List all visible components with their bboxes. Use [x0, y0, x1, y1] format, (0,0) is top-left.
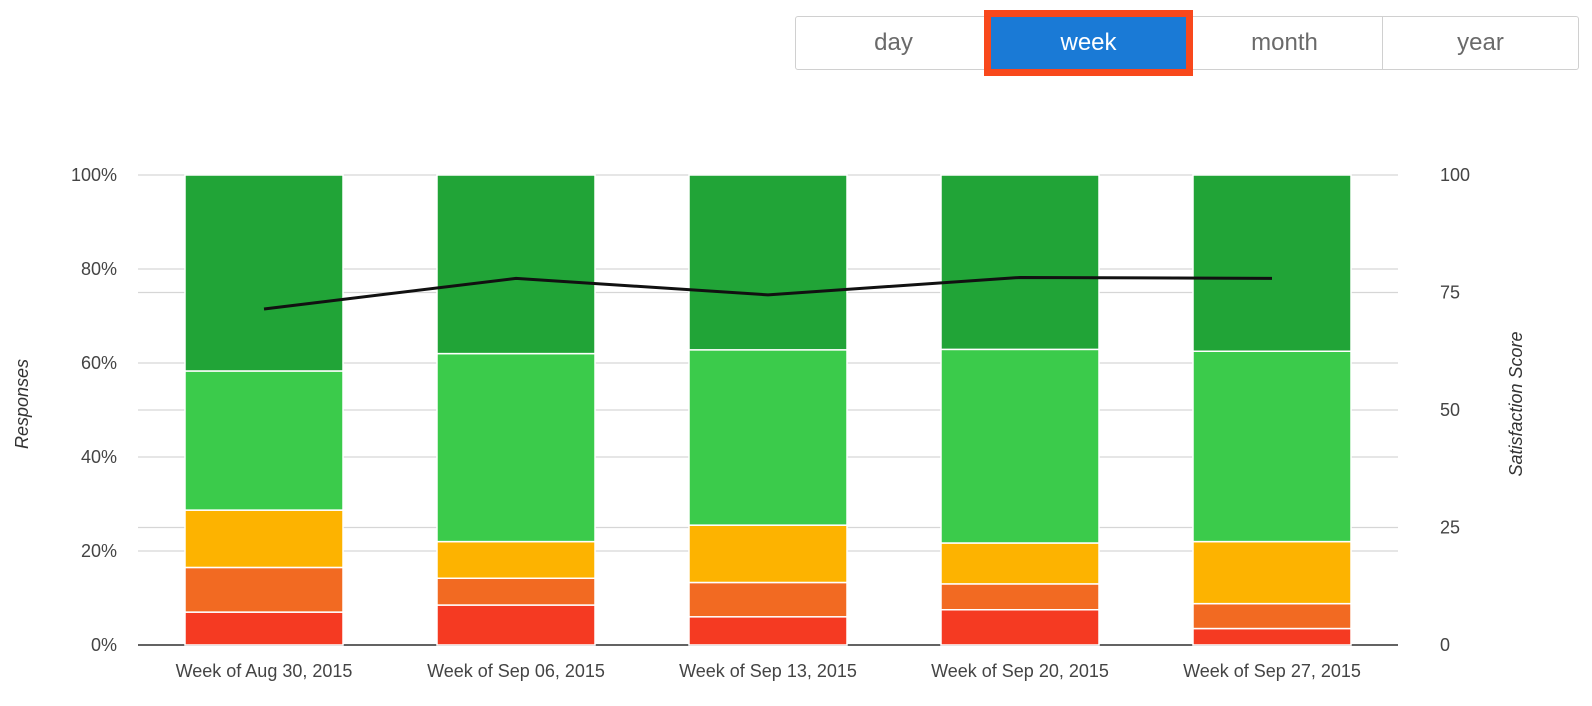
right-tick-label: 75 [1440, 283, 1460, 303]
right-tick-label: 50 [1440, 400, 1460, 420]
left-tick-label: 0% [91, 635, 117, 655]
stacked-bars [184, 174, 1352, 646]
left-axis-ticks: 0% 20% 40% 60% 80% 100% [71, 165, 117, 655]
bar-segment [184, 174, 344, 372]
right-axis-title: Satisfaction Score [1506, 331, 1526, 476]
range-selector: day week month year [795, 10, 1579, 76]
left-tick-label: 100% [71, 165, 117, 185]
left-tick-label: 80% [81, 259, 117, 279]
right-axis-ticks: 0 25 50 75 100 [1440, 165, 1470, 655]
bar-segment [184, 611, 344, 646]
left-tick-label: 20% [81, 541, 117, 561]
right-tick-label: 100 [1440, 165, 1470, 185]
bar-segment [436, 604, 596, 646]
bar-segment [1192, 350, 1352, 543]
right-tick-label: 25 [1440, 518, 1460, 538]
bar-segment [940, 542, 1100, 585]
x-axis-ticks: Week of Aug 30, 2015 Week of Sep 06, 2015… [176, 661, 1361, 681]
bar-segment [940, 348, 1100, 544]
bar-segment [1192, 627, 1352, 646]
left-tick-label: 40% [81, 447, 117, 467]
right-tick-label: 0 [1440, 635, 1450, 655]
bar-segment [940, 174, 1100, 351]
bar-segment [688, 581, 848, 618]
x-tick-label: Week of Sep 20, 2015 [931, 661, 1109, 681]
bar-segment [940, 583, 1100, 611]
bar-segment [688, 349, 848, 526]
x-tick-label: Week of Aug 30, 2015 [176, 661, 353, 681]
bar-segment [436, 174, 596, 355]
bar-segment [688, 616, 848, 646]
x-tick-label: Week of Sep 27, 2015 [1183, 661, 1361, 681]
range-day-button[interactable]: day [796, 17, 991, 69]
bar-segment [184, 370, 344, 511]
range-week-button[interactable]: week [984, 10, 1193, 76]
bar-segment [184, 509, 344, 569]
range-year-button[interactable]: year [1382, 17, 1578, 69]
x-tick-label: Week of Sep 06, 2015 [427, 661, 605, 681]
left-axis-title: Responses [12, 359, 32, 449]
bar-segment [688, 174, 848, 351]
bar-segment [940, 609, 1100, 646]
x-tick-label: Week of Sep 13, 2015 [679, 661, 857, 681]
bar-segment [1192, 174, 1352, 352]
bar-segment [184, 566, 344, 613]
bar-segment [688, 524, 848, 584]
satisfaction-line [263, 275, 1273, 311]
bar-segment [436, 577, 596, 606]
bar-segment [436, 540, 596, 580]
bar-segment [1192, 602, 1352, 630]
bar-segment [1192, 540, 1352, 605]
satisfaction-series-line [263, 275, 1273, 311]
range-month-button[interactable]: month [1186, 17, 1382, 69]
bar-segment [436, 352, 596, 543]
left-tick-label: 60% [81, 353, 117, 373]
